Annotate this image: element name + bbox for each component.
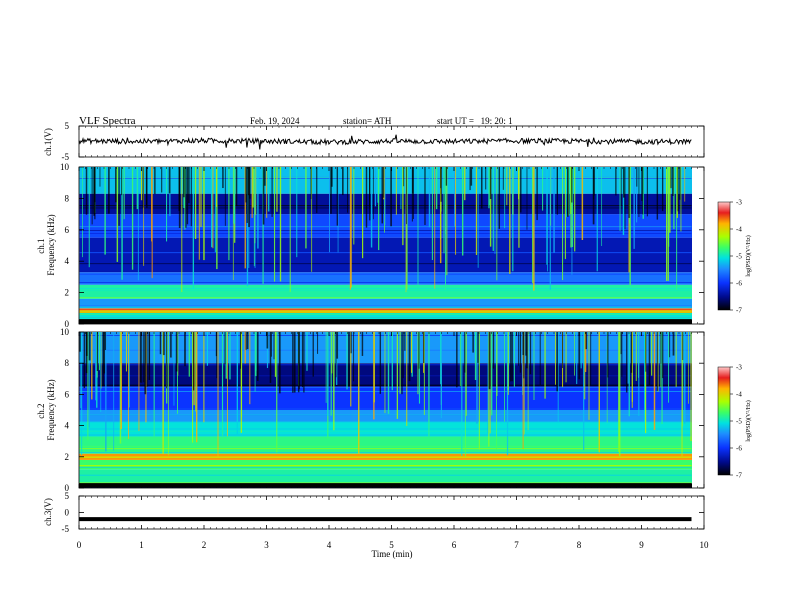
colorbar-tick-label: -4 bbox=[736, 226, 742, 234]
ch2-colorbar-label: log(PSD)(V²/Hz) bbox=[745, 400, 752, 441]
ch1-colorbar-label: log(PSD)(V²/Hz) bbox=[745, 235, 752, 276]
spectrogram-band bbox=[79, 313, 692, 320]
x-tick-label: 10 bbox=[700, 540, 710, 550]
colorbar-tick-label: -5 bbox=[736, 253, 742, 261]
spectrogram-band bbox=[79, 422, 692, 437]
colorbar-tick-label: -6 bbox=[736, 280, 742, 288]
ch2-spectrogram-ytick-label: 10 bbox=[60, 327, 70, 337]
ch3-waveform-ytick-label: 5 bbox=[65, 491, 70, 501]
station-label: station= ATH bbox=[343, 116, 392, 126]
ch1-spectrogram-ytick-label: 10 bbox=[60, 162, 70, 172]
ch2-spectrogram-ytick-label: 6 bbox=[65, 389, 70, 399]
spectrogram-band bbox=[79, 214, 692, 238]
start-time-label: start UT = 19: 20: 1 bbox=[437, 116, 513, 126]
ch1-spectrogram-ytick-label: 6 bbox=[65, 225, 70, 235]
ch3-waveform-ylabel: ch.3(V) bbox=[43, 498, 53, 526]
ch2-spectrogram-ylabel: ch.2 Frequency (kHz) bbox=[36, 379, 56, 440]
ch2-spectrogram-ytick-label: 8 bbox=[65, 358, 70, 368]
spectrogram-band bbox=[79, 363, 692, 387]
ch1-spectrogram-ylabel: ch.1 Frequency (kHz) bbox=[36, 214, 56, 275]
ch1-spectrogram-ytick-label: 4 bbox=[65, 256, 70, 266]
ch3-waveform-frame bbox=[78, 495, 705, 530]
spectrogram-band bbox=[79, 459, 692, 470]
colorbar-tick-label: -3 bbox=[736, 199, 742, 207]
ch1-waveform-ytick-label: -5 bbox=[62, 152, 70, 162]
ch2-spectrogram-ytick-label: 4 bbox=[65, 421, 70, 431]
colorbar-tick-label: -5 bbox=[736, 418, 742, 426]
ch1-spectrogram bbox=[79, 167, 692, 324]
spectrogram-band bbox=[79, 386, 692, 410]
spectrogram-band bbox=[79, 298, 692, 309]
ch1-ylabel-freq: Frequency (kHz) bbox=[46, 214, 56, 275]
ch1-spectrogram-ytick-label: 8 bbox=[65, 193, 70, 203]
ch2-spectrogram-ytick-label: 0 bbox=[65, 483, 70, 493]
colorbar-tick-label: -3 bbox=[736, 364, 742, 372]
x-tick-label: 6 bbox=[452, 540, 457, 550]
colorbar-tick-label: -7 bbox=[736, 472, 742, 480]
spectrogram-band bbox=[79, 284, 692, 299]
x-tick-label: 3 bbox=[264, 540, 269, 550]
x-axis-ticks: 0 1 2 3 4 5 6 7 8 9 10 bbox=[77, 126, 709, 550]
spectrogram-band bbox=[79, 237, 692, 273]
ch1-waveform-line bbox=[78, 134, 692, 150]
spectrogram-band bbox=[79, 469, 692, 484]
colorbar-tick-label: -6 bbox=[736, 445, 742, 453]
ch1-ylabel-channel: ch.1 bbox=[36, 239, 46, 254]
colorbar-tick-label: -4 bbox=[736, 391, 742, 399]
ch2-colorbar-ticks: -3 -4 -5 -6 -7 bbox=[730, 364, 742, 480]
ch2-ylabel-freq: Frequency (kHz) bbox=[46, 379, 56, 440]
x-tick-label: 5 bbox=[389, 540, 394, 550]
ch3-waveform-ytick-label: -5 bbox=[62, 524, 70, 534]
x-axis-label: Time (min) bbox=[372, 549, 413, 559]
ch2-spectrogram-ytick-label: 2 bbox=[65, 452, 70, 462]
ch2-ylabel-channel: ch.2 bbox=[36, 404, 46, 419]
ch1-spectrogram-ytick-label: 2 bbox=[65, 288, 70, 298]
spectrogram-band bbox=[79, 272, 692, 285]
ch1-waveform-ylabel: ch.1(V) bbox=[43, 128, 53, 156]
ch2-spectrogram bbox=[79, 332, 692, 488]
ch3-waveform-ytick-label: 0 bbox=[65, 508, 70, 518]
ch1-spectrogram-ytick-label: 0 bbox=[65, 319, 70, 329]
spectrogram-band bbox=[79, 332, 692, 364]
ch1-colorbar-ticks: -3 -4 -5 -6 -7 bbox=[730, 199, 742, 315]
x-tick-label: 9 bbox=[639, 540, 644, 550]
ch1-colorbar: -3 -4 -5 -6 -7 log(PSD)(V²/Hz) bbox=[717, 199, 752, 315]
x-tick-label: 4 bbox=[327, 540, 332, 550]
date-label: Feb. 19, 2024 bbox=[250, 116, 300, 126]
x-tick-label: 2 bbox=[202, 540, 207, 550]
ch1-colorbar-gradient bbox=[717, 201, 731, 311]
x-tick-label: 8 bbox=[577, 540, 582, 550]
ch1-waveform-ytick-label: 5 bbox=[65, 121, 70, 131]
x-tick-label: 1 bbox=[139, 540, 144, 550]
x-tick-label: 7 bbox=[514, 540, 519, 550]
spectrogram-band bbox=[79, 410, 692, 423]
x-tick-label: 0 bbox=[77, 540, 82, 550]
spectrogram-band bbox=[79, 193, 692, 215]
spectrogram-band bbox=[79, 436, 692, 454]
spectrogram-band bbox=[79, 167, 692, 194]
ch2-colorbar-gradient bbox=[717, 366, 731, 476]
figure-title: VLF Spectra bbox=[79, 115, 136, 127]
ch2-colorbar: -3 -4 -5 -6 -7 log(PSD)(V²/Hz) bbox=[717, 364, 752, 480]
colorbar-tick-label: -7 bbox=[736, 307, 742, 315]
